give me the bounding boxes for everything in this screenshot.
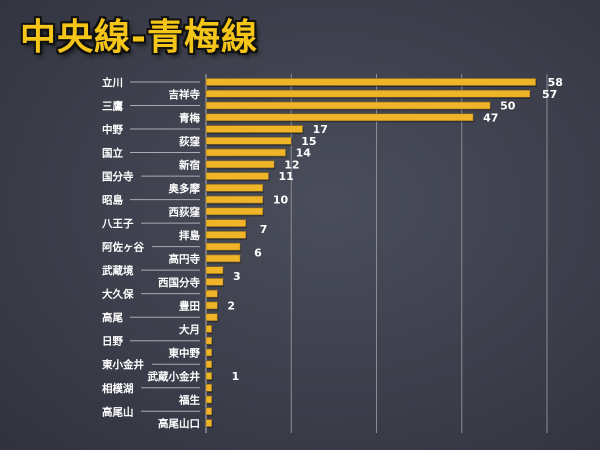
data-label: 50	[500, 100, 516, 113]
bar	[205, 395, 212, 404]
bar	[205, 172, 269, 180]
data-label: 57	[542, 88, 557, 101]
category-label: 大久保	[102, 288, 134, 301]
category-label: 荻窪	[179, 135, 200, 148]
bar	[205, 360, 212, 369]
data-label: 7	[260, 223, 268, 236]
category-label: 日野	[102, 336, 123, 348]
category-label: 東中野	[169, 346, 201, 359]
data-label: 2	[227, 299, 235, 312]
bar	[205, 301, 218, 310]
data-label: 17	[313, 123, 328, 136]
category-label: 高円寺	[169, 252, 201, 265]
category-label: 阿佐ヶ谷	[102, 241, 144, 254]
category-label: 奥多摩	[169, 182, 201, 195]
bar	[205, 383, 212, 392]
bar	[205, 125, 303, 133]
category-label: 高尾山	[102, 405, 134, 418]
category-label: 武蔵境	[102, 264, 134, 277]
category-label: 昭島	[102, 194, 123, 207]
bar	[205, 372, 212, 380]
bar	[205, 313, 218, 322]
category-label: 西国分寺	[158, 276, 200, 289]
category-label: 立川	[102, 76, 123, 89]
bar	[205, 348, 212, 357]
category-label: 高尾山口	[158, 417, 200, 430]
bar	[205, 231, 247, 239]
category-label: 三鷹	[102, 100, 123, 113]
category-label: 西荻窪	[169, 205, 201, 218]
category-label: 福生	[178, 394, 200, 407]
bar	[205, 419, 212, 427]
category-label: 八王子	[101, 218, 134, 230]
data-label: 11	[279, 170, 294, 183]
category-label: 新宿	[179, 158, 200, 171]
bar	[205, 137, 292, 145]
category-label: 大月	[179, 323, 200, 336]
category-label: 豊田	[179, 299, 200, 312]
data-label: 12	[284, 158, 299, 171]
chart-title: 中央線-青梅線	[20, 17, 258, 58]
category-label: 高尾	[102, 311, 123, 324]
category-label: 拝島	[179, 229, 200, 242]
bar	[205, 254, 241, 263]
bar	[205, 325, 212, 333]
data-label: 15	[301, 135, 316, 148]
data-label: 1	[232, 370, 240, 383]
data-label: 6	[254, 247, 262, 260]
data-label: 58	[548, 76, 563, 89]
category-label: 相模湖	[102, 382, 134, 395]
category-label: 青梅	[179, 111, 200, 124]
data-label: 14	[296, 147, 312, 160]
category-label: 東小金井	[102, 358, 144, 371]
bar	[205, 242, 241, 251]
bar	[205, 148, 286, 157]
bar	[205, 219, 247, 227]
category-label: 国分寺	[102, 170, 134, 183]
bar	[205, 266, 224, 274]
category-label: 武蔵小金井	[148, 370, 201, 383]
bar	[205, 278, 224, 286]
category-label: 吉祥寺	[169, 88, 201, 101]
category-label: 中野	[102, 123, 123, 136]
data-label: 10	[273, 194, 289, 207]
data-label: 3	[233, 270, 241, 283]
bar	[205, 207, 264, 216]
bar	[205, 89, 531, 98]
bar	[205, 160, 275, 169]
bar	[205, 407, 212, 416]
bar	[205, 184, 264, 192]
data-label: 47	[483, 111, 498, 124]
bar	[205, 113, 474, 122]
bar	[205, 101, 491, 110]
bar	[205, 336, 212, 345]
category-label: 国立	[102, 147, 123, 160]
bar	[205, 78, 536, 86]
bar	[205, 289, 218, 298]
bar	[205, 195, 264, 204]
